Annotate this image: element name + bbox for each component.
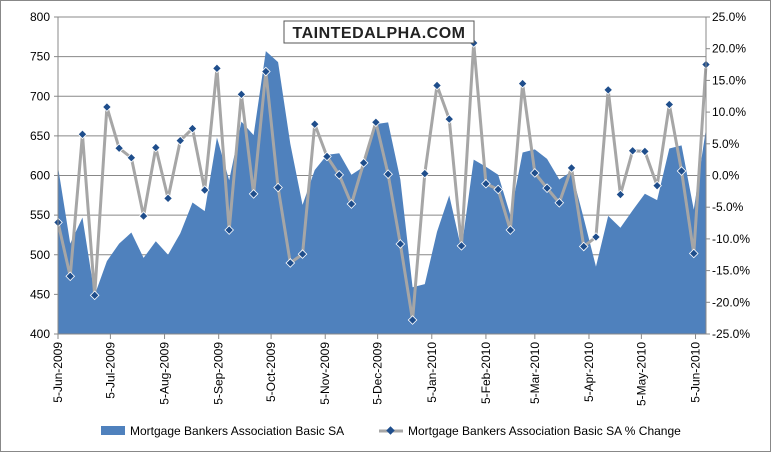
line-marker-point — [542, 183, 552, 193]
x-tick-label: 5-Apr-2010 — [582, 342, 596, 402]
x-tick-label: 5-Aug-2009 — [158, 342, 172, 405]
line-marker-point — [273, 182, 283, 193]
line-marker-point — [77, 129, 88, 140]
y-left-tick-label: 500 — [30, 248, 50, 262]
line-marker-point — [517, 78, 528, 89]
y-right-tick-label: 0.0% — [712, 169, 740, 183]
y-left-tick-label: 450 — [30, 287, 50, 301]
legend-label-area: Mortgage Bankers Association Basic SA — [130, 424, 344, 438]
watermark-text: TAINTEDALPHA.COM — [292, 25, 465, 42]
line-marker-point — [371, 117, 381, 128]
y-right-tick-label: -25.0% — [712, 327, 750, 341]
x-tick-label: 5-Jul-2009 — [103, 342, 117, 399]
line-marker-point — [261, 66, 271, 77]
x-tick-label: 5-Dec-2009 — [371, 342, 385, 405]
line-marker-point — [65, 271, 76, 282]
line-marker-point — [481, 178, 491, 189]
line-marker-point — [163, 193, 173, 204]
y-right-tick-label: -5.0% — [712, 200, 744, 214]
line-marker-point — [309, 119, 320, 129]
y-right-tick-label: -15.0% — [712, 264, 750, 278]
line-marker-point — [566, 163, 577, 173]
y-left-tick-label: 650 — [30, 129, 50, 143]
line-marker-point — [212, 63, 222, 74]
line-marker-point — [175, 135, 186, 146]
y-right-tick-label: 25.0% — [712, 10, 746, 24]
line-marker-point — [407, 315, 418, 325]
line-marker-point — [603, 85, 613, 95]
watermark-logo: TAINTEDALPHA.COM — [283, 20, 475, 44]
y-left-tick-label: 550 — [30, 208, 50, 222]
y-left-tick-label: 800 — [30, 10, 50, 24]
line-marker-point — [151, 142, 161, 153]
x-tick-label: 5-Mar-2010 — [528, 342, 542, 404]
y-right-tick-label: 20.0% — [712, 42, 746, 56]
line-marker-point — [554, 197, 565, 208]
line-markers — [53, 38, 711, 325]
y-right-tick-label: 5.0% — [712, 137, 740, 151]
x-tick-label: 5-Jun-2009 — [51, 342, 65, 403]
line-series-pct-change — [56, 41, 708, 322]
x-tick-label: 5-Jan-2010 — [425, 342, 439, 403]
x-tick-label: 5-Sep-2009 — [212, 342, 226, 405]
line-marker-point — [383, 169, 393, 180]
line-marker-point — [615, 189, 626, 200]
line-marker-point — [395, 239, 406, 249]
y-right-tick-label: 10.0% — [712, 105, 746, 119]
line-marker-point — [432, 80, 442, 91]
x-tick-label: 5-Feb-2010 — [479, 342, 493, 404]
line-marker-point — [493, 184, 503, 195]
line-marker-point — [358, 158, 369, 168]
y-right-tick-label: -20.0% — [712, 295, 750, 309]
line-marker-point — [688, 248, 699, 259]
x-tick-label: 5-May-2010 — [634, 342, 648, 406]
line-marker-point — [530, 168, 540, 178]
line-marker-point — [627, 145, 638, 156]
x-tick-label: 5-Jun-2010 — [689, 342, 703, 403]
line-marker-point — [285, 258, 296, 268]
legend: Mortgage Bankers Association Basic SA Mo… — [101, 424, 681, 438]
legend-swatch-area — [101, 426, 125, 435]
line-marker-point — [456, 241, 467, 251]
y-left-tick-label: 600 — [30, 169, 50, 183]
line-marker-point — [187, 123, 198, 134]
x-tick-label: 5-Nov-2009 — [318, 342, 332, 405]
line-marker-point — [138, 211, 149, 221]
line-marker-point — [640, 146, 650, 157]
line-marker-point — [322, 151, 332, 162]
y-left-tick-label: 700 — [30, 89, 50, 103]
line-marker-point — [664, 99, 675, 110]
line-marker-point — [444, 114, 455, 124]
line-marker-point — [224, 225, 234, 235]
line-marker-point — [199, 185, 210, 195]
line-marker-point — [578, 241, 589, 252]
axes: 400 450 500 550 600 650 700 750 800 -25.0% -20.0% -… — [30, 10, 750, 406]
area-series-basic-sa — [58, 51, 706, 334]
y-left-tick-label: 400 — [30, 327, 50, 341]
line-marker-point — [346, 199, 357, 209]
y-right-tick-label: 15.0% — [712, 73, 746, 87]
line-marker-point — [652, 180, 662, 191]
line-marker-point — [114, 143, 124, 154]
line-marker-point — [334, 170, 345, 180]
line-marker-point — [419, 168, 430, 179]
legend-label-line: Mortgage Bankers Association Basic SA % … — [408, 424, 681, 438]
line-marker-point — [102, 102, 112, 112]
line-marker-point — [297, 249, 308, 259]
line-marker-point — [505, 225, 516, 235]
y-right-tick-label: -10.0% — [712, 232, 750, 246]
line-marker-point — [126, 152, 137, 163]
line-marker-point — [676, 166, 687, 176]
legend-marker-diamond — [386, 426, 395, 435]
line-marker-point — [236, 89, 247, 100]
line-marker-point — [248, 189, 259, 199]
x-tick-label: 5-Oct-2009 — [264, 342, 278, 402]
line-marker-point — [591, 232, 601, 242]
line-marker-point — [89, 290, 100, 301]
y-left-tick-label: 750 — [30, 50, 50, 64]
